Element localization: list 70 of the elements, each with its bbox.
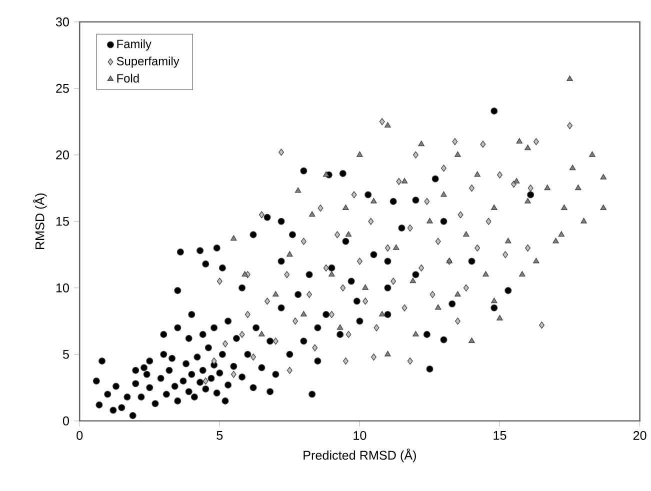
point [524,198,531,204]
point [379,311,386,317]
point [468,338,475,344]
point [552,238,559,244]
point [342,204,349,210]
point [328,271,335,277]
point [272,291,279,297]
point [384,122,391,128]
x-tick-label: 10 [354,431,366,440]
point [516,138,522,144]
point [286,251,293,257]
point [435,304,442,310]
x-tick-label: 20 [633,431,646,440]
point [384,351,391,357]
y-tick-label: 10 [56,284,69,293]
point [505,238,512,244]
point [474,172,480,177]
x-axis-title: Predicted RMSD (Å) [304,448,416,462]
point [337,324,344,330]
point [308,211,316,217]
y-tick-label: 20 [56,150,69,160]
point [575,184,582,190]
legend-label: Superfamily [116,56,180,68]
point [426,218,433,224]
point [362,284,368,290]
point [242,271,248,277]
point [524,144,531,150]
point [589,152,596,158]
y-tick-label: 25 [56,84,69,94]
point [600,204,606,210]
legend-label: Fold [117,74,139,83]
point [519,271,526,277]
x-tick-label: 15 [494,431,506,440]
x-tick-label: 5 [216,431,223,440]
point [496,315,503,321]
y-axis-title: RMSD (Å) [33,194,47,250]
point [569,164,576,170]
point [491,298,498,304]
point [533,258,540,264]
point [258,331,265,337]
point [356,152,363,158]
point [482,271,489,277]
point [370,198,377,204]
point [410,278,416,284]
point [440,191,447,197]
point [412,331,419,337]
y-tick-label: 5 [62,350,69,360]
point [600,174,606,180]
point [294,188,302,193]
point [454,291,461,297]
point [230,235,237,241]
point [580,218,587,224]
point [561,204,568,210]
point [454,152,461,158]
y-tick-label: 30 [56,18,69,27]
point [401,178,408,184]
y-tick-label: 0 [62,416,69,426]
point [418,140,424,146]
point [345,231,352,237]
point [566,76,573,82]
point [393,244,400,250]
point [558,231,564,237]
y-tick-label: 15 [56,217,69,226]
legend-label: Family [117,40,152,51]
x-tick-label: 0 [76,431,83,440]
point [300,311,307,317]
point [463,231,470,237]
point [544,184,550,190]
point [322,172,330,177]
point [491,204,498,210]
